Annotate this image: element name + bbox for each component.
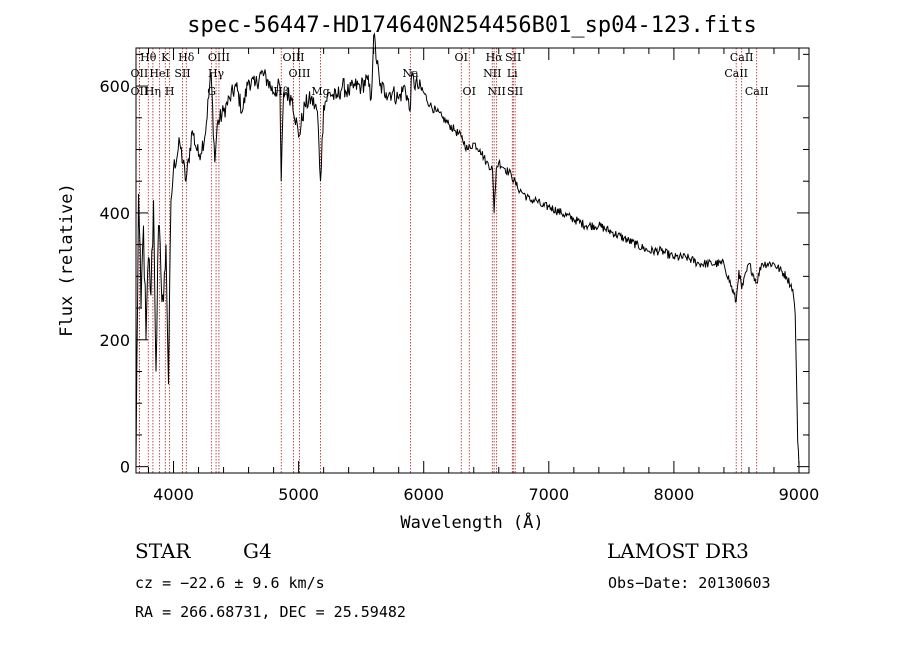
line-label-9: OIII — [208, 51, 230, 64]
line-label-4: HeI — [149, 67, 169, 80]
line-label-26: CaII — [724, 67, 748, 80]
line-label-10: Hγ — [208, 67, 225, 80]
line-label-1: Hθ — [140, 51, 157, 64]
x-tick-label-8000: 8000 — [654, 485, 695, 504]
y-axis-label: Flux (relative) — [57, 183, 77, 337]
line-label-8: Hδ — [178, 51, 195, 64]
y-tick-label-600: 600 — [99, 77, 130, 96]
line-label-13: OIII — [282, 51, 304, 64]
x-tick-label-6000: 6000 — [403, 485, 444, 504]
observation-date: Obs−Date: 20130603 — [608, 574, 771, 592]
plot-frame — [135, 47, 810, 474]
line-label-22: SII — [505, 51, 521, 64]
redshift-readout: cz = −22.6 ± 9.6 km/s — [135, 574, 325, 592]
flux-series-line — [135, 32, 800, 467]
line-label-5: K — [161, 51, 170, 64]
line-label-15: Mg — [311, 85, 329, 98]
x-axis-label: Wavelength (Å) — [400, 511, 543, 533]
line-label-2: Hη — [145, 85, 161, 98]
line-label-16: Na — [402, 67, 419, 80]
y-tick-label-200: 200 — [99, 331, 130, 350]
line-label-27: CaII — [745, 85, 769, 98]
line-label-25: CaII — [730, 51, 754, 64]
chart-title: spec-56447-HD174640N254456B01_sp04-123.f… — [187, 13, 757, 38]
object-subclass: G4 — [243, 539, 272, 563]
object-class: STAR — [135, 539, 191, 563]
line-label-21: NII — [487, 85, 505, 98]
x-tick-label-7000: 7000 — [528, 485, 569, 504]
y-tick-label-0: 0 — [120, 458, 130, 477]
line-label-3: OII — [131, 85, 149, 98]
line-label-6: SII — [174, 67, 190, 80]
line-label-7: H — [165, 85, 175, 98]
line-label-17: OI — [455, 51, 468, 64]
line-label-23: Li — [507, 67, 518, 80]
line-label-24: SII — [507, 85, 523, 98]
y-tick-label-400: 400 — [99, 204, 130, 223]
line-label-0: OII — [131, 67, 149, 80]
line-label-20: NII — [483, 67, 501, 80]
x-tick-label-4000: 4000 — [153, 485, 194, 504]
x-tick-label-5000: 5000 — [278, 485, 319, 504]
line-label-19: Hα — [486, 51, 504, 64]
y-axis-ticks: 0 200 400 600 — [99, 53, 809, 477]
x-tick-label-9000: 9000 — [779, 485, 820, 504]
emission-line-markers — [138, 48, 758, 473]
line-label-14: OIII — [288, 67, 310, 80]
coordinates-readout: RA = 266.68731, DEC = 25.59482 — [135, 603, 406, 621]
survey-name: LAMOST DR3 — [607, 539, 749, 563]
x-axis-ticks: 4000 5000 6000 7000 8000 9000 — [148, 48, 820, 504]
line-label-18: OI — [463, 85, 476, 98]
